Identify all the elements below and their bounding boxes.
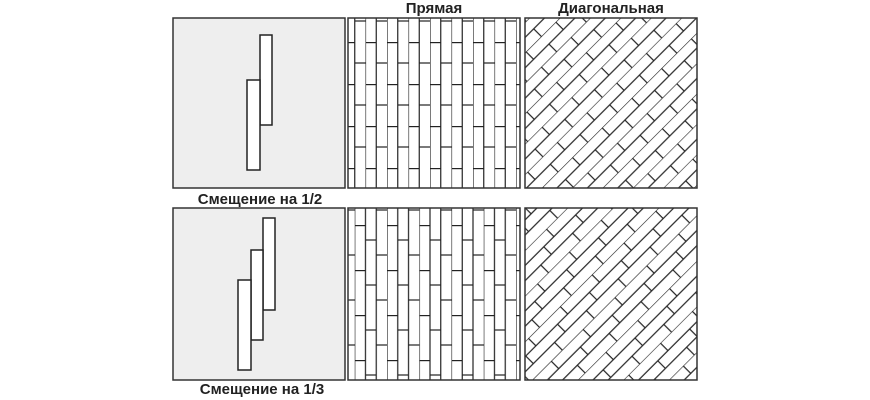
row: Смещение на 1/2 [172, 17, 698, 208]
row-label: Смещение на 1/2 [198, 191, 322, 208]
column-header: Прямая [406, 0, 463, 17]
row: Смещение на 1/3 [172, 207, 698, 398]
plank [246, 79, 261, 171]
plank [259, 34, 273, 126]
plank [262, 217, 276, 311]
plank [250, 249, 264, 341]
plank [237, 279, 252, 371]
straight-pattern [347, 17, 521, 189]
column-header: Диагональная [558, 0, 664, 17]
row-label: Смещение на 1/3 [200, 381, 324, 398]
straight-pattern [347, 207, 521, 381]
diagonal-pattern [524, 17, 698, 189]
diagonal-pattern [524, 207, 698, 381]
